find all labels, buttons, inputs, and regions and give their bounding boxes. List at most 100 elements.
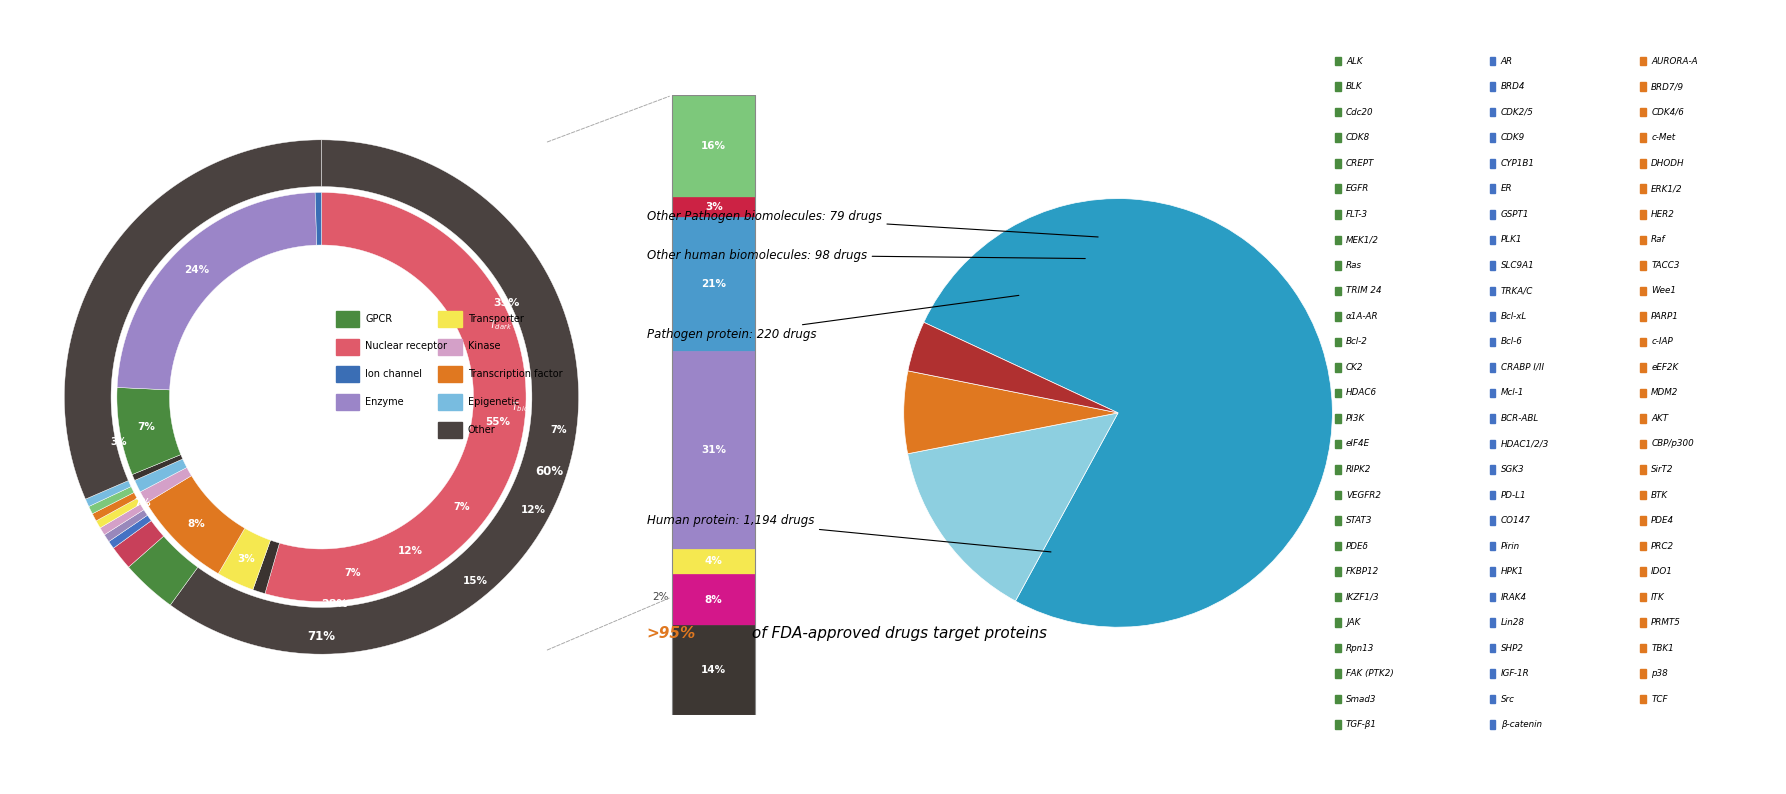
Polygon shape bbox=[104, 510, 148, 542]
Bar bbox=[1336, 261, 1341, 270]
Bar bbox=[1490, 337, 1495, 346]
Bar bbox=[672, 198, 755, 217]
Bar bbox=[672, 625, 755, 715]
Text: ITK: ITK bbox=[1652, 592, 1665, 602]
Bar bbox=[1490, 619, 1495, 627]
Bar bbox=[1640, 184, 1645, 193]
Wedge shape bbox=[907, 322, 1118, 413]
Polygon shape bbox=[114, 190, 321, 384]
Bar bbox=[1336, 159, 1341, 168]
Text: Kinase: Kinase bbox=[468, 341, 500, 352]
Bar bbox=[1336, 414, 1341, 422]
Polygon shape bbox=[321, 190, 529, 519]
Text: CK2: CK2 bbox=[1347, 363, 1363, 372]
Wedge shape bbox=[923, 198, 1332, 627]
Text: CDK4/6: CDK4/6 bbox=[1652, 108, 1684, 117]
Text: 2%: 2% bbox=[652, 592, 670, 602]
Text: PRC2: PRC2 bbox=[1652, 542, 1673, 550]
Text: PRMT5: PRMT5 bbox=[1652, 618, 1681, 627]
Text: $T_{dark}$: $T_{dark}$ bbox=[489, 318, 513, 332]
Text: Enzyme: Enzyme bbox=[366, 397, 404, 407]
Text: PDE4: PDE4 bbox=[1652, 516, 1673, 525]
Bar bbox=[1336, 83, 1341, 91]
Text: FAK (PTK2): FAK (PTK2) bbox=[1347, 669, 1393, 678]
Text: 7%: 7% bbox=[134, 498, 152, 507]
Text: CDK2/5: CDK2/5 bbox=[1500, 108, 1534, 117]
Bar bbox=[1336, 491, 1341, 499]
Bar bbox=[1336, 210, 1341, 218]
Bar bbox=[1336, 516, 1341, 525]
Text: 28%: 28% bbox=[321, 599, 348, 609]
Polygon shape bbox=[134, 459, 188, 491]
Text: Other human biomolecules: 98 drugs: Other human biomolecules: 98 drugs bbox=[647, 249, 1086, 261]
Bar bbox=[672, 574, 755, 625]
Polygon shape bbox=[132, 455, 182, 480]
Text: AKT: AKT bbox=[1652, 414, 1668, 423]
Text: Raf: Raf bbox=[1652, 235, 1666, 245]
Text: BCR-ABL: BCR-ABL bbox=[1500, 414, 1540, 423]
Polygon shape bbox=[125, 461, 170, 539]
Text: CREPT: CREPT bbox=[1347, 159, 1375, 168]
Bar bbox=[1640, 440, 1645, 449]
Text: 16%: 16% bbox=[702, 141, 727, 152]
Bar bbox=[1490, 720, 1495, 729]
Text: 14%: 14% bbox=[702, 665, 727, 675]
Polygon shape bbox=[114, 521, 164, 567]
Bar bbox=[1336, 57, 1341, 65]
Bar bbox=[1336, 337, 1341, 346]
Text: 3%: 3% bbox=[705, 202, 723, 212]
Bar bbox=[1336, 312, 1341, 321]
Text: Transporter: Transporter bbox=[468, 314, 523, 324]
Polygon shape bbox=[170, 519, 489, 604]
Polygon shape bbox=[146, 476, 245, 573]
Polygon shape bbox=[116, 387, 180, 475]
Bar bbox=[1490, 236, 1495, 244]
Polygon shape bbox=[109, 515, 152, 548]
Bar bbox=[1336, 644, 1341, 653]
Bar bbox=[1640, 337, 1645, 346]
Text: CRABP I/II: CRABP I/II bbox=[1500, 363, 1545, 372]
Text: Lin28: Lin28 bbox=[1500, 618, 1525, 627]
Text: CYP1B1: CYP1B1 bbox=[1500, 159, 1534, 168]
Text: TGF-β1: TGF-β1 bbox=[1347, 720, 1377, 729]
Bar bbox=[1490, 465, 1495, 474]
Text: 60%: 60% bbox=[536, 464, 563, 477]
Bar bbox=[1640, 57, 1645, 65]
Text: EGFR: EGFR bbox=[1347, 184, 1370, 193]
Text: 24%: 24% bbox=[184, 265, 209, 275]
Bar bbox=[1336, 720, 1341, 729]
Bar bbox=[1336, 184, 1341, 193]
Text: ALK: ALK bbox=[1347, 56, 1363, 66]
Text: p38: p38 bbox=[1652, 669, 1668, 678]
Bar bbox=[1640, 363, 1645, 372]
Polygon shape bbox=[93, 492, 138, 521]
Text: β-catenin: β-catenin bbox=[1500, 720, 1541, 729]
Text: Ras: Ras bbox=[1347, 260, 1363, 270]
Text: GSPT1: GSPT1 bbox=[1500, 210, 1529, 219]
Bar bbox=[1336, 236, 1341, 244]
Bar bbox=[1490, 542, 1495, 550]
Text: c-Met: c-Met bbox=[1652, 133, 1675, 142]
Text: 7%: 7% bbox=[454, 502, 470, 512]
Bar bbox=[1640, 644, 1645, 653]
Bar bbox=[1640, 108, 1645, 117]
Text: Wee1: Wee1 bbox=[1652, 287, 1677, 295]
Text: Nuclear receptor: Nuclear receptor bbox=[366, 341, 446, 352]
Polygon shape bbox=[264, 192, 527, 602]
Bar bbox=[1336, 363, 1341, 372]
Text: 7%: 7% bbox=[345, 568, 361, 577]
Text: FKBP12: FKBP12 bbox=[1347, 567, 1379, 576]
Text: SirT2: SirT2 bbox=[1652, 465, 1673, 474]
Bar bbox=[1640, 593, 1645, 601]
Text: HDAC1/2/3: HDAC1/2/3 bbox=[1500, 439, 1548, 449]
Text: Src: Src bbox=[1500, 695, 1515, 703]
Bar bbox=[438, 338, 463, 355]
Text: 8%: 8% bbox=[705, 595, 723, 605]
Bar bbox=[672, 351, 755, 549]
Text: CDK8: CDK8 bbox=[1347, 133, 1370, 142]
Bar bbox=[1490, 567, 1495, 576]
Text: 12%: 12% bbox=[520, 504, 545, 515]
Text: TBK1: TBK1 bbox=[1652, 644, 1673, 653]
Text: TRKA/C: TRKA/C bbox=[1500, 287, 1532, 295]
Bar bbox=[1640, 388, 1645, 397]
